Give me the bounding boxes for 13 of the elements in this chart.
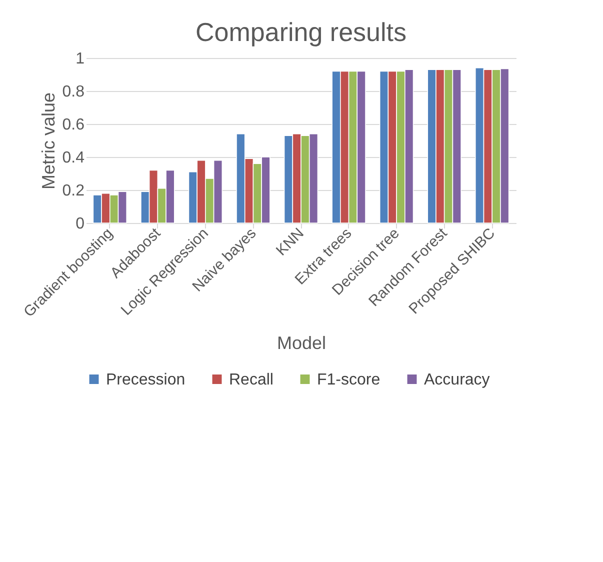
- chart-title: Comparing results: [196, 17, 406, 47]
- legend-label: Accuracy: [424, 371, 490, 388]
- x-axis-title: Model: [276, 332, 326, 353]
- y-tick-label: 1: [76, 50, 85, 68]
- legend-label: Precession: [106, 371, 186, 388]
- y-tick-label: 0.6: [62, 116, 85, 134]
- y-tick-label: 0.4: [62, 150, 85, 166]
- y-tick-label: 0.8: [62, 84, 85, 100]
- y-axis-title: Metric value: [38, 92, 58, 190]
- legend-label: F1-score: [317, 371, 380, 388]
- y-tick-label: 0.2: [62, 182, 85, 200]
- legend-label: Recall: [229, 371, 274, 388]
- y-tick-label: 0: [76, 216, 85, 232]
